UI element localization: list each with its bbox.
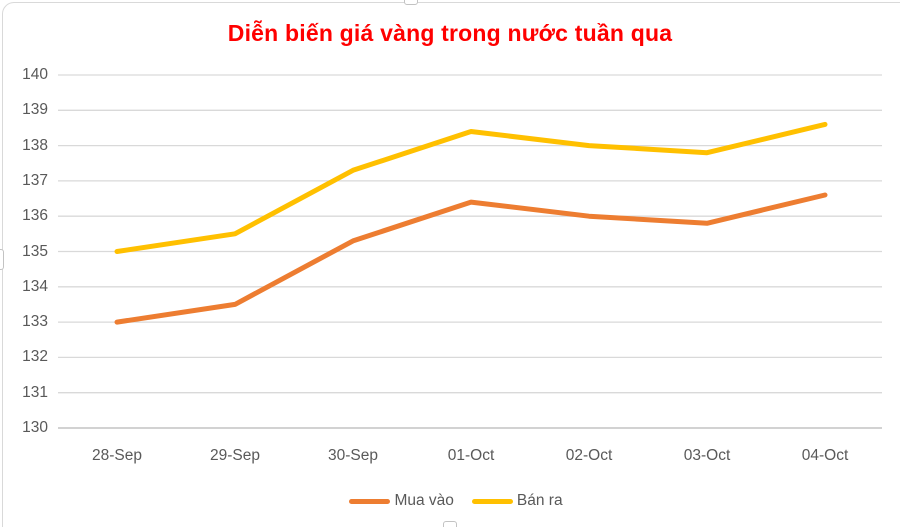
y-tick-label: 137 (22, 171, 48, 189)
y-tick-label: 138 (22, 136, 48, 154)
y-tick-label: 134 (22, 277, 48, 295)
legend-swatch-mua-vao (349, 498, 391, 504)
legend-swatch-ban-ra (471, 498, 513, 504)
legend-item-ban-ra[interactable]: Bán ra (471, 491, 563, 511)
x-tick-label: 28-Sep (92, 447, 142, 464)
x-tick-label: 02-Oct (565, 447, 613, 464)
legend-label-mua-vao: Mua vào (394, 492, 454, 509)
series-line-0[interactable] (114, 192, 828, 325)
x-tick-label: 04-Oct (801, 447, 849, 464)
legend-item-mua-vao[interactable]: Mua vào (349, 491, 454, 511)
y-tick-label: 131 (22, 383, 48, 401)
y-tick-label: 139 (22, 101, 48, 119)
y-tick-label: 140 (22, 66, 48, 83)
y-tick-label: 135 (22, 242, 48, 260)
y-tick-label: 133 (22, 313, 48, 331)
series-line-1[interactable] (114, 121, 828, 254)
y-tick-label: 130 (22, 419, 48, 436)
y-tick-label: 132 (22, 348, 48, 366)
y-tick-label: 136 (22, 207, 48, 225)
resize-handle-left[interactable] (0, 249, 4, 270)
x-tick-label: 01-Oct (447, 447, 495, 464)
x-tick-label: 30-Sep (328, 447, 378, 464)
resize-handle-bottom[interactable] (443, 521, 457, 527)
x-tick-label: 03-Oct (683, 447, 731, 464)
chart-title: Diễn biến giá vàng trong nước tuần qua (227, 20, 673, 46)
legend: Mua vào Bán ra (0, 491, 900, 511)
resize-handle-top[interactable] (404, 0, 418, 5)
x-tick-label: 29-Sep (210, 447, 260, 464)
legend-label-ban-ra: Bán ra (516, 492, 563, 509)
